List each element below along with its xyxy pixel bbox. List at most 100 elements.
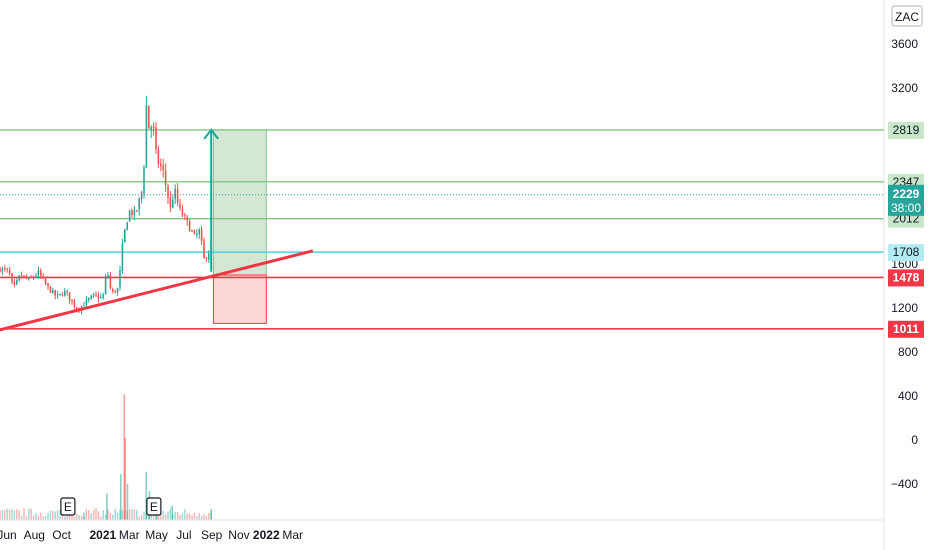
- volume-bar: [100, 516, 102, 520]
- volume-bar: [23, 508, 25, 520]
- price-label-box-1708: [888, 244, 924, 262]
- volume-bar: [112, 514, 114, 520]
- volume-bar: [0, 510, 1, 520]
- volume-bar: [198, 513, 200, 520]
- candle-body: [104, 276, 107, 294]
- volume-bar: [37, 515, 40, 520]
- volume-bar: [109, 512, 112, 520]
- price-tick-label: 3200: [891, 81, 918, 95]
- candle-body: [150, 127, 152, 130]
- volume-bar: [18, 510, 20, 520]
- volume-bar: [97, 511, 100, 520]
- candle-body: [85, 299, 88, 305]
- time-tick-label: Jun: [0, 528, 17, 542]
- candle-body: [68, 292, 71, 301]
- candle-body: [152, 126, 155, 129]
- candle-body: [145, 105, 148, 168]
- volume-bar: [30, 508, 32, 520]
- price-label-box-1478: [888, 269, 924, 287]
- arrow-head[interactable]: [203, 128, 219, 140]
- candle-body: [128, 210, 131, 222]
- candle-body: [205, 257, 208, 260]
- candle-body: [66, 291, 68, 293]
- volume-bar: [71, 512, 73, 520]
- price-tick-label: 3600: [891, 37, 918, 51]
- earnings-marker-text[interactable]: E: [150, 500, 158, 514]
- candle-body: [155, 127, 157, 150]
- candle-body: [52, 290, 54, 294]
- candle-body: [18, 275, 20, 281]
- price-label-1478: 1478: [893, 270, 920, 284]
- price-tick-label: 1200: [891, 301, 918, 315]
- volume-bar: [143, 511, 145, 520]
- candle-body: [73, 300, 76, 308]
- candle-body: [90, 295, 92, 299]
- volume-bar: [35, 512, 37, 520]
- candle-body: [25, 275, 28, 279]
- candle-body: [112, 288, 114, 292]
- candle-body: [97, 295, 100, 299]
- candle-body: [32, 277, 35, 279]
- candle-body: [16, 279, 18, 285]
- earnings-marker-text[interactable]: E: [64, 500, 72, 514]
- volume-bar: [203, 514, 205, 520]
- candle-body: [61, 294, 64, 296]
- trendline-group[interactable]: [0, 249, 314, 332]
- volume-bar: [116, 512, 119, 520]
- arrow-group[interactable]: [203, 128, 219, 272]
- price-label-1011: 1011: [893, 322, 919, 336]
- horizontal-levels[interactable]: [0, 129, 884, 330]
- time-axis[interactable]: Jun Aug Oct 2021 Mar May Jul Sep Nov 2022 Mar: [0, 519, 884, 542]
- earnings-marker-box[interactable]: [60, 497, 76, 516]
- volume-bar: [208, 513, 210, 520]
- volume-bar: [152, 512, 155, 520]
- candle-body: [100, 296, 102, 299]
- trendline[interactable]: [0, 249, 314, 332]
- volume-bar: [8, 509, 11, 520]
- time-tick-label: Sep: [201, 528, 223, 542]
- volume-bars: [0, 394, 212, 520]
- volume-bar: [157, 512, 160, 520]
- candle-body: [164, 170, 167, 186]
- volume-bar: [169, 508, 172, 520]
- volume-bar: [131, 509, 133, 520]
- target-zone[interactable]: [212, 129, 267, 276]
- volume-bar: [52, 510, 54, 520]
- volume-bar: [181, 513, 184, 520]
- candle-body: [109, 275, 112, 289]
- candle-body: [140, 192, 143, 200]
- candle-body: [49, 286, 52, 293]
- volume-bar: [92, 509, 95, 520]
- volume-bar: [136, 509, 138, 520]
- price-tick-label: 400: [898, 389, 918, 403]
- stop-zone[interactable]: [212, 274, 267, 324]
- volume-bar: [167, 511, 169, 520]
- earnings-marker-box[interactable]: [146, 497, 162, 516]
- volume-bar: [174, 511, 176, 520]
- volume-bar: [176, 511, 179, 520]
- volume-bar: [49, 510, 52, 520]
- candle-body: [37, 270, 40, 276]
- volume-bar: [47, 512, 49, 520]
- time-tick-label: Mar: [119, 528, 140, 542]
- volume-bar: [54, 511, 56, 520]
- volume-bar: [133, 509, 136, 520]
- position-zones[interactable]: [212, 129, 267, 324]
- candle-body: [119, 270, 121, 288]
- candle-body: [208, 253, 210, 260]
- time-tick-label: Oct: [52, 528, 71, 542]
- candle-body: [133, 210, 136, 216]
- candle-body: [83, 305, 85, 307]
- candle-body: [88, 298, 90, 300]
- volume-bar: [107, 509, 109, 520]
- candle-body: [44, 278, 47, 284]
- candle-body: [30, 277, 32, 279]
- candle-body: [8, 270, 11, 274]
- volume-spike: [210, 509, 212, 520]
- volume-bar: [16, 509, 18, 520]
- volume-bar: [200, 516, 203, 520]
- volume-spike: [124, 437, 127, 520]
